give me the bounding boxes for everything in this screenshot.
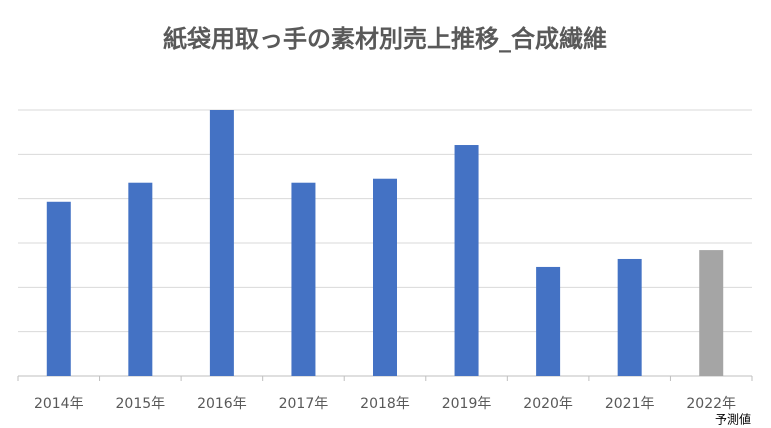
bar [373, 178, 397, 376]
bar [536, 266, 561, 376]
x-tick-label: 2019年 [442, 396, 492, 412]
chart-title: 紙袋用取っ手の素材別売上推移_合成繊維 [163, 25, 607, 53]
annotation: 予測値 [715, 412, 751, 427]
bar [291, 182, 316, 376]
bar [46, 201, 71, 376]
x-tick-label: 2020年 [523, 396, 573, 412]
x-tick-label: 2015年 [116, 396, 166, 412]
x-tick-label: 2018年 [360, 396, 410, 412]
x-tick-label: 2016年 [197, 396, 247, 412]
bar [209, 110, 234, 376]
x-tick-label: 2021年 [605, 396, 655, 412]
bar [699, 250, 724, 376]
x-tick-label: 2017年 [279, 396, 329, 412]
bar [617, 258, 642, 376]
bar [454, 145, 479, 376]
x-tick-label: 2022年 [686, 396, 736, 412]
x-tick-label: 2014年 [34, 396, 84, 412]
bar [128, 182, 153, 376]
